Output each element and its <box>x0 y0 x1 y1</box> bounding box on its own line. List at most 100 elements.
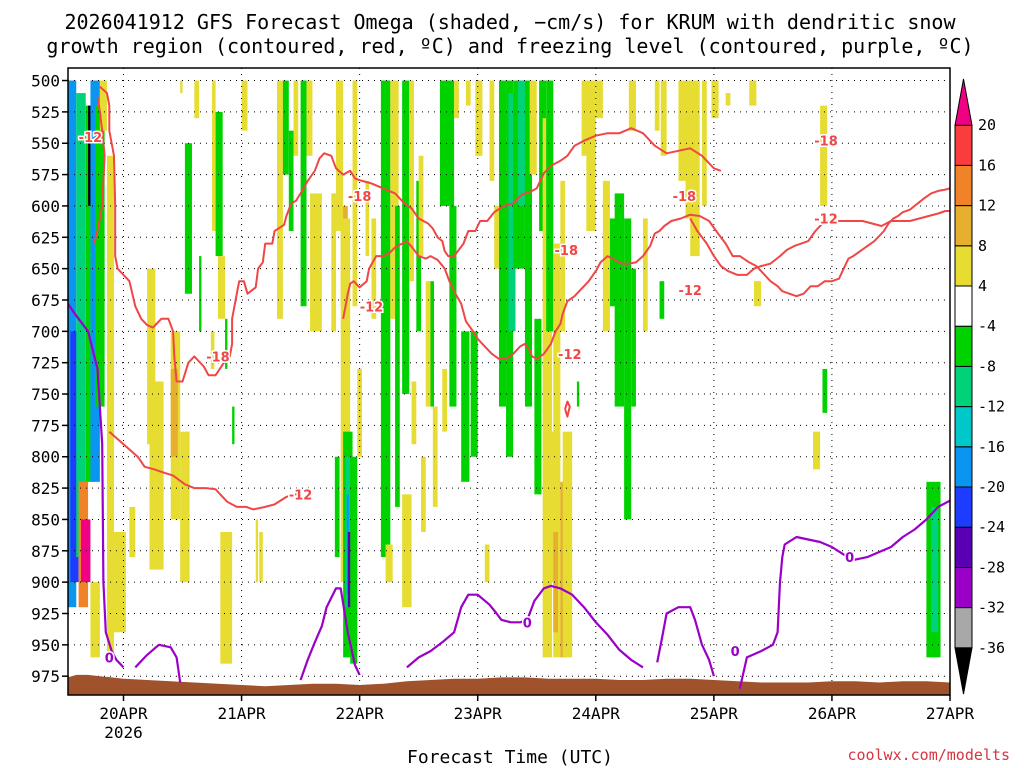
omega-cell-116 <box>749 80 757 106</box>
omega-cell-108 <box>659 281 665 319</box>
plot-frame <box>67 67 951 696</box>
y-tick-label-875: 875 <box>31 542 60 561</box>
omega-cell-92 <box>553 531 558 633</box>
omega-cell-2 <box>76 93 86 558</box>
omega-cell-73 <box>465 80 471 106</box>
omega-cell-51 <box>357 368 362 457</box>
y-tick-label-575: 575 <box>31 166 60 185</box>
omega-cell-122 <box>931 506 939 633</box>
colorbar-label--36: -36 <box>978 639 1005 657</box>
omega-cell-26 <box>217 256 226 319</box>
omega-cell-90 <box>548 431 556 583</box>
y-tick-label-775: 775 <box>31 416 60 435</box>
omega-cell-47 <box>346 494 350 595</box>
omega-cell-74 <box>470 331 478 457</box>
omega-cell-19 <box>180 80 183 94</box>
credit-link[interactable]: coolwx.com/modelts <box>847 746 1010 764</box>
contour-label-14: 0 <box>845 551 854 566</box>
omega-cell-79 <box>498 80 507 407</box>
omega-cell-12 <box>114 531 126 633</box>
omega-cell-10 <box>106 155 115 658</box>
freezing-level-contour-4 <box>656 606 715 677</box>
omega-cell-81 <box>508 93 516 332</box>
omega-cell-88 <box>542 118 553 658</box>
omega-cell-98 <box>586 80 596 232</box>
omega-cell-21 <box>194 80 200 119</box>
omega-cell-28 <box>220 531 233 664</box>
x-tick-label-23APR: 23APR <box>454 704 503 723</box>
omega-cell-17 <box>170 368 178 457</box>
colorbar-swatch-4 <box>954 486 973 528</box>
omega-cell-72 <box>461 331 470 482</box>
y-tick-label-925: 925 <box>31 604 60 623</box>
colorbar-label--12: -12 <box>978 398 1005 416</box>
x-tick-label-21APR: 21APR <box>217 704 266 723</box>
y-tick-label-600: 600 <box>31 197 60 216</box>
omega-cell-69 <box>439 80 455 206</box>
omega-cell-24 <box>210 331 215 369</box>
y-tick-label-550: 550 <box>31 134 60 153</box>
freezing-level-contour-1 <box>134 643 182 683</box>
omega-cell-110 <box>678 80 686 181</box>
omega-cell-29 <box>232 406 235 445</box>
omega-cell-83 <box>517 80 525 206</box>
dgz-contour-4 <box>564 400 571 418</box>
x-axis-label: Forecast Time (UTC) <box>407 747 613 768</box>
omega-cell-32 <box>259 531 263 583</box>
omega-cell-4 <box>80 519 91 583</box>
omega-cell-40 <box>331 193 337 332</box>
y-tick-label-500: 500 <box>31 72 60 91</box>
omega-cell-9 <box>99 80 107 131</box>
omega-cell-115 <box>725 93 731 106</box>
omega-cell-97 <box>581 80 589 156</box>
y-axis: 500 525 550 575 600 625 650 675 700 725 750 775 800 8… <box>31 72 68 686</box>
colorbar-swatch-12 <box>954 164 973 207</box>
omega-cell-103 <box>624 218 632 520</box>
y-tick-label-725: 725 <box>31 354 60 373</box>
omega-cell-63 <box>418 155 424 257</box>
omega-cell-34 <box>282 80 289 175</box>
omega-cell-22 <box>199 256 202 332</box>
x-tick-year-label: 2026 <box>104 723 143 742</box>
colorbar-swatch-11 <box>954 205 973 247</box>
dgz-contour-0 <box>93 96 106 244</box>
y-tick-label-675: 675 <box>31 291 60 310</box>
colorbar: -36 -32 -28 -24 -20 -16 -12 -8 -4 4 8 12 16 20 <box>954 78 1005 695</box>
omega-cell-71 <box>454 80 459 119</box>
omega-cell-44 <box>340 218 351 583</box>
y-tick-label-975: 975 <box>31 667 60 686</box>
colorbar-label--28: -28 <box>978 558 1005 576</box>
omega-cell-120 <box>813 431 821 470</box>
colorbar-swatch-7 <box>954 365 973 408</box>
omega-cell-66 <box>430 281 435 407</box>
omega-cell-20 <box>184 143 192 294</box>
omega-cell-75 <box>475 80 483 156</box>
omega-cell-52 <box>365 180 370 257</box>
omega-cell-106 <box>643 218 648 332</box>
contour-label-3: -18 <box>348 190 372 205</box>
contour-label-1: -18 <box>206 350 230 365</box>
omega-cell-107 <box>654 80 660 131</box>
omega-cell-91 <box>553 243 561 658</box>
y-tick-label-700: 700 <box>31 322 60 341</box>
x-tick-label-20APR: 20APR <box>99 704 148 723</box>
colorbar-swatch-1 <box>954 607 973 649</box>
y-tick-label-525: 525 <box>31 103 60 122</box>
omega-cell-105 <box>631 268 636 407</box>
dgz-contour-1 <box>99 86 722 383</box>
contour-label-13: 0 <box>731 645 740 660</box>
colorbar-swatch-5 <box>954 446 973 488</box>
contour-label-6: -12 <box>558 348 582 363</box>
colorbar-label-4: 4 <box>978 277 987 295</box>
y-tick-label-950: 950 <box>31 636 60 655</box>
omega-cell-102 <box>614 193 625 407</box>
omega-cell-36 <box>293 80 299 156</box>
dgz-contour-2 <box>108 430 301 511</box>
omega-cell-15 <box>149 381 164 570</box>
terrain <box>68 674 950 695</box>
omega-cell-50 <box>352 80 358 307</box>
y-tick-label-650: 650 <box>31 260 60 279</box>
contour-label-0: -12 <box>79 131 103 146</box>
omega-cell-77 <box>489 80 495 181</box>
freezing-level-contour-2 <box>299 587 361 681</box>
